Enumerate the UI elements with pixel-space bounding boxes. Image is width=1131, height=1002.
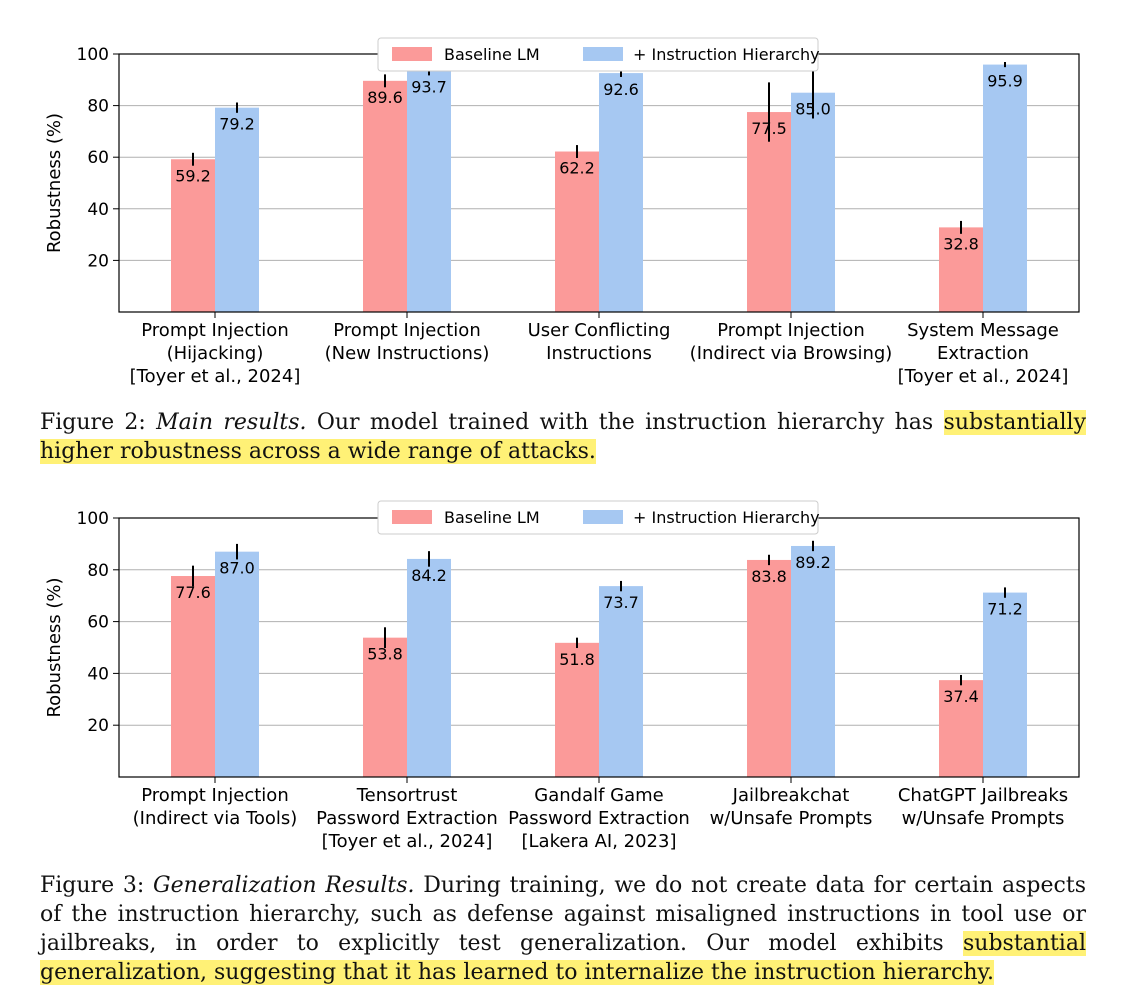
x-tick-label: Jailbreakchat xyxy=(732,785,850,806)
bar xyxy=(363,637,407,777)
bar xyxy=(215,107,259,312)
y-axis-label: Robustness (%) xyxy=(44,577,65,717)
x-tick-label: Prompt Injection xyxy=(141,320,288,341)
bar xyxy=(747,559,791,777)
y-tick-label: 100 xyxy=(77,509,109,529)
y-tick-label: 80 xyxy=(87,97,109,117)
x-tick-label: w/Unsafe Prompts xyxy=(902,808,1065,829)
legend-label-hierarchy: + Instruction Hierarchy xyxy=(633,45,820,64)
x-tick-label: Instructions xyxy=(546,343,652,364)
data-label: 84.2 xyxy=(411,566,447,585)
data-label: 62.2 xyxy=(559,159,595,178)
data-label: 83.8 xyxy=(751,567,787,586)
x-tick-label: Extraction xyxy=(937,343,1029,364)
data-label: 77.5 xyxy=(751,119,787,138)
y-tick-label: 20 xyxy=(87,716,109,736)
data-label: 95.9 xyxy=(987,72,1023,91)
x-tick-label: Tensortrust xyxy=(356,785,458,806)
y-tick-label: 60 xyxy=(87,148,109,168)
x-tick-label: Password Extraction xyxy=(508,808,690,829)
bar xyxy=(171,159,215,312)
x-tick-label: [Lakera AI, 2023] xyxy=(522,831,677,852)
bar xyxy=(599,73,643,312)
y-tick-label: 80 xyxy=(87,561,109,581)
data-label: 89.2 xyxy=(795,553,831,572)
legend-label-baseline: Baseline LM xyxy=(444,45,540,64)
data-label: 59.2 xyxy=(175,166,211,185)
figure-2-caption: Figure 2: Main results. Our model traine… xyxy=(40,408,1086,466)
figure-3-label: Figure 3: xyxy=(40,873,145,898)
figure-2-label: Figure 2: xyxy=(40,410,146,435)
data-label: 89.6 xyxy=(367,88,403,107)
y-tick-label: 40 xyxy=(87,664,109,684)
x-tick-label: ChatGPT Jailbreaks xyxy=(898,785,1068,806)
x-tick-label: Prompt Injection xyxy=(141,785,288,806)
figure-3-text: During training, we do not create data f… xyxy=(40,873,1086,956)
data-label: 32.8 xyxy=(943,234,979,253)
bar xyxy=(747,112,791,312)
data-label: 71.2 xyxy=(987,600,1023,619)
data-label: 92.6 xyxy=(603,80,639,99)
bar xyxy=(983,64,1027,312)
bar xyxy=(215,551,259,777)
x-tick-label: Prompt Injection xyxy=(717,320,864,341)
data-label: 79.2 xyxy=(219,115,255,134)
x-tick-label: (Indirect via Browsing) xyxy=(690,343,893,364)
data-label: 77.6 xyxy=(175,583,211,602)
figure-3-caption: Figure 3: Generalization Results. During… xyxy=(40,871,1086,987)
x-tick-label: Gandalf Game xyxy=(534,785,664,806)
figure-2-title: Main results. xyxy=(156,410,307,435)
figure-3-title: Generalization Results. xyxy=(153,873,415,898)
y-tick-label: 20 xyxy=(87,251,109,271)
legend-swatch-hierarchy xyxy=(583,47,623,61)
figure-2-text: Our model trained with the instruction h… xyxy=(316,410,934,435)
legend-swatch-baseline xyxy=(392,510,432,524)
x-tick-label: (Hijacking) xyxy=(167,343,264,364)
legend-label-hierarchy: + Instruction Hierarchy xyxy=(633,508,820,527)
data-label: 51.8 xyxy=(559,650,595,669)
x-tick-label: User Conflicting xyxy=(528,320,671,341)
x-tick-label: [Toyer et al., 2024] xyxy=(322,831,493,852)
bar xyxy=(939,227,983,312)
data-label: 87.0 xyxy=(219,559,255,578)
y-tick-label: 40 xyxy=(87,200,109,220)
x-tick-label: (Indirect via Tools) xyxy=(133,808,298,829)
x-tick-label: [Toyer et al., 2024] xyxy=(130,366,301,387)
x-tick-label: [Toyer et al., 2024] xyxy=(898,366,1069,387)
bar xyxy=(407,70,451,312)
y-tick-label: 60 xyxy=(87,613,109,633)
x-tick-label: System Message xyxy=(907,320,1059,341)
figure-3-chart: 77.6 53.8 51.8 83.8 37.4 87.0 84.2 73.7 89.2 71.2… xyxy=(44,500,1080,852)
data-label: 37.4 xyxy=(943,687,979,706)
data-label: 85.0 xyxy=(795,100,831,119)
x-tick-label: Password Extraction xyxy=(316,808,498,829)
bar xyxy=(407,558,451,777)
data-label: 53.8 xyxy=(367,645,403,664)
bar xyxy=(363,80,407,312)
bar xyxy=(171,576,215,777)
legend-label-baseline: Baseline LM xyxy=(444,508,540,527)
legend-swatch-hierarchy xyxy=(583,510,623,524)
bar xyxy=(791,92,835,312)
bar xyxy=(983,592,1027,777)
bar xyxy=(791,545,835,777)
x-tick-label: Prompt Injection xyxy=(333,320,480,341)
bar xyxy=(939,680,983,777)
x-tick-label: w/Unsafe Prompts xyxy=(710,808,873,829)
y-axis-label: Robustness (%) xyxy=(44,113,65,253)
bar xyxy=(555,151,599,312)
data-label: 93.7 xyxy=(411,77,447,96)
legend-swatch-baseline xyxy=(392,47,432,61)
data-label: 73.7 xyxy=(603,593,639,612)
figure-2-chart: 59.2 89.6 62.2 77.5 32.8 79.2 93.7 92.6 85.0 95.9… xyxy=(44,37,1080,387)
x-tick-label: (New Instructions) xyxy=(325,343,490,364)
bar xyxy=(599,586,643,777)
y-tick-label: 100 xyxy=(77,45,109,65)
bar xyxy=(555,642,599,777)
